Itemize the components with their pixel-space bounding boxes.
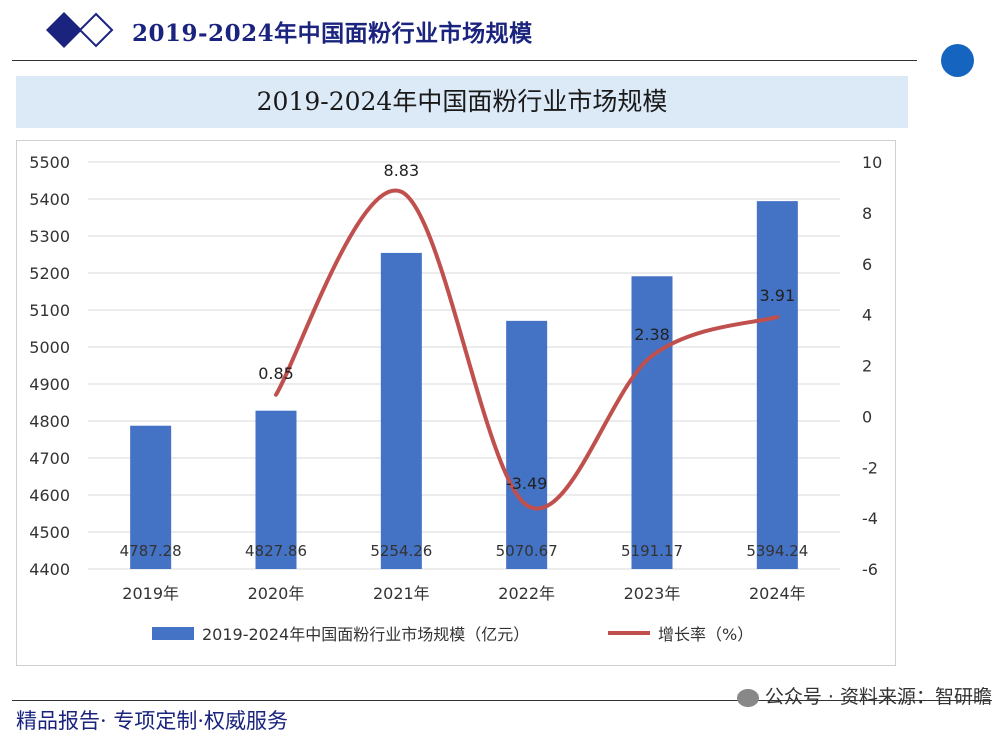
legend-bar-swatch: [152, 627, 194, 640]
y-tick-label: 4600: [29, 486, 70, 505]
header-title: 2019-2024年中国面粉行业市场规模: [132, 20, 533, 47]
source-text: 公众号 · 资料来源：智研瞻: [764, 686, 992, 708]
y-tick-label: 4500: [29, 523, 70, 542]
y-tick-label: 4700: [29, 449, 70, 468]
bar: [506, 320, 548, 569]
y-tick-label: 4800: [29, 412, 70, 431]
chart-banner: 2019-2024年中国面粉行业市场规模: [16, 76, 908, 128]
header-rule: [12, 60, 917, 61]
bar-value-label: 4787.28: [120, 542, 182, 560]
x-tick-label: 2020年: [248, 584, 305, 603]
line-value-label: 3.91: [760, 286, 796, 305]
y-tick-label: 5300: [29, 227, 70, 246]
bar-value-label: 4827.86: [245, 542, 307, 560]
brand-logo-icon: [941, 44, 974, 77]
y-tick-label: 5200: [29, 264, 70, 283]
y2-tick-label: -2: [862, 458, 878, 477]
bar-value-label: 5254.26: [370, 542, 432, 560]
y-tick-label: 5500: [29, 153, 70, 172]
bar: [631, 276, 673, 569]
y2-tick-label: 0: [862, 407, 872, 426]
wechat-icon: [736, 688, 759, 707]
line-value-label: 0.85: [258, 364, 294, 383]
x-tick-label: 2023年: [624, 584, 681, 603]
y-tick-label: 5400: [29, 190, 70, 209]
x-tick-label: 2022年: [498, 584, 555, 603]
bar-value-label: 5191.17: [621, 542, 683, 560]
y-tick-label: 4400: [29, 560, 70, 579]
diamond-logo-icon: [46, 12, 114, 48]
x-tick-label: 2024年: [749, 584, 806, 603]
legend-line-label: 增长率（%）: [658, 625, 753, 644]
line-value-label: 8.83: [384, 161, 420, 180]
footer-source: 公众号 · 资料来源：智研瞻: [736, 682, 992, 709]
bar-value-label: 5070.67: [496, 542, 558, 560]
bar: [130, 425, 172, 569]
growth-rate-line: [274, 188, 780, 511]
y2-tick-label: 2: [862, 357, 872, 376]
banner-title: 2019-2024年中国面粉行业市场规模: [256, 87, 668, 116]
line-value-label: -3.49: [506, 474, 547, 493]
bar: [255, 410, 297, 569]
bar: [756, 201, 798, 569]
bar-value-label: 5394.24: [746, 542, 808, 560]
y2-tick-label: 6: [862, 255, 872, 274]
chart-frame: [16, 140, 896, 666]
footer-slogan: 精品报告· 专项定制·权威服务: [16, 709, 289, 733]
y2-tick-label: -6: [862, 560, 878, 579]
y-tick-label: 4900: [29, 375, 70, 394]
y2-tick-label: -4: [862, 509, 878, 528]
x-tick-label: 2019年: [122, 584, 179, 603]
line-value-label: 2.38: [634, 325, 670, 344]
y2-tick-label: 8: [862, 204, 872, 223]
bar: [380, 252, 422, 569]
footer-rule: [12, 700, 992, 701]
y-tick-label: 5100: [29, 301, 70, 320]
y2-tick-label: 4: [862, 306, 872, 325]
y2-tick-label: 10: [862, 153, 882, 172]
y-tick-label: 5000: [29, 338, 70, 357]
x-tick-label: 2021年: [373, 584, 430, 603]
legend-bar-label: 2019-2024年中国面粉行业市场规模（亿元）: [202, 625, 529, 644]
